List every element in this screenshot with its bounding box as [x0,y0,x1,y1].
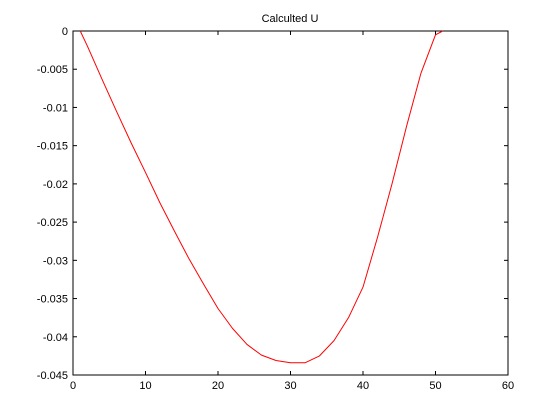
x-tick-label: 60 [502,380,514,392]
y-tick-label: -0.005 [37,64,68,76]
y-tick-label: -0.01 [43,102,68,114]
y-tick-label: -0.025 [37,217,68,229]
x-tick-label: 30 [284,380,296,392]
y-tick-label: 0 [62,26,68,38]
y-tick-label: -0.045 [37,370,68,382]
y-tick-label: -0.015 [37,141,68,153]
chart-title: Calculted U [262,13,319,25]
x-tick-label: 20 [212,380,224,392]
x-tick-label: 50 [429,380,441,392]
y-tick-label: -0.035 [37,294,68,306]
y-axis: 0 -0.005 -0.01 -0.015 -0.02 -0.025 -0.03 -0.035… [37,26,508,382]
series-group [79,30,443,364]
y-tick-label: -0.04 [43,332,68,344]
series-line [79,30,443,364]
x-axis: 0 10 20 30 40 50 60 [70,31,514,392]
y-tick-label: -0.03 [43,255,68,267]
x-tick-label: 0 [70,380,76,392]
plot-area [72,30,509,376]
y-tick-label: -0.02 [43,179,68,191]
x-tick-label: 10 [139,380,151,392]
x-tick-label: 40 [357,380,369,392]
